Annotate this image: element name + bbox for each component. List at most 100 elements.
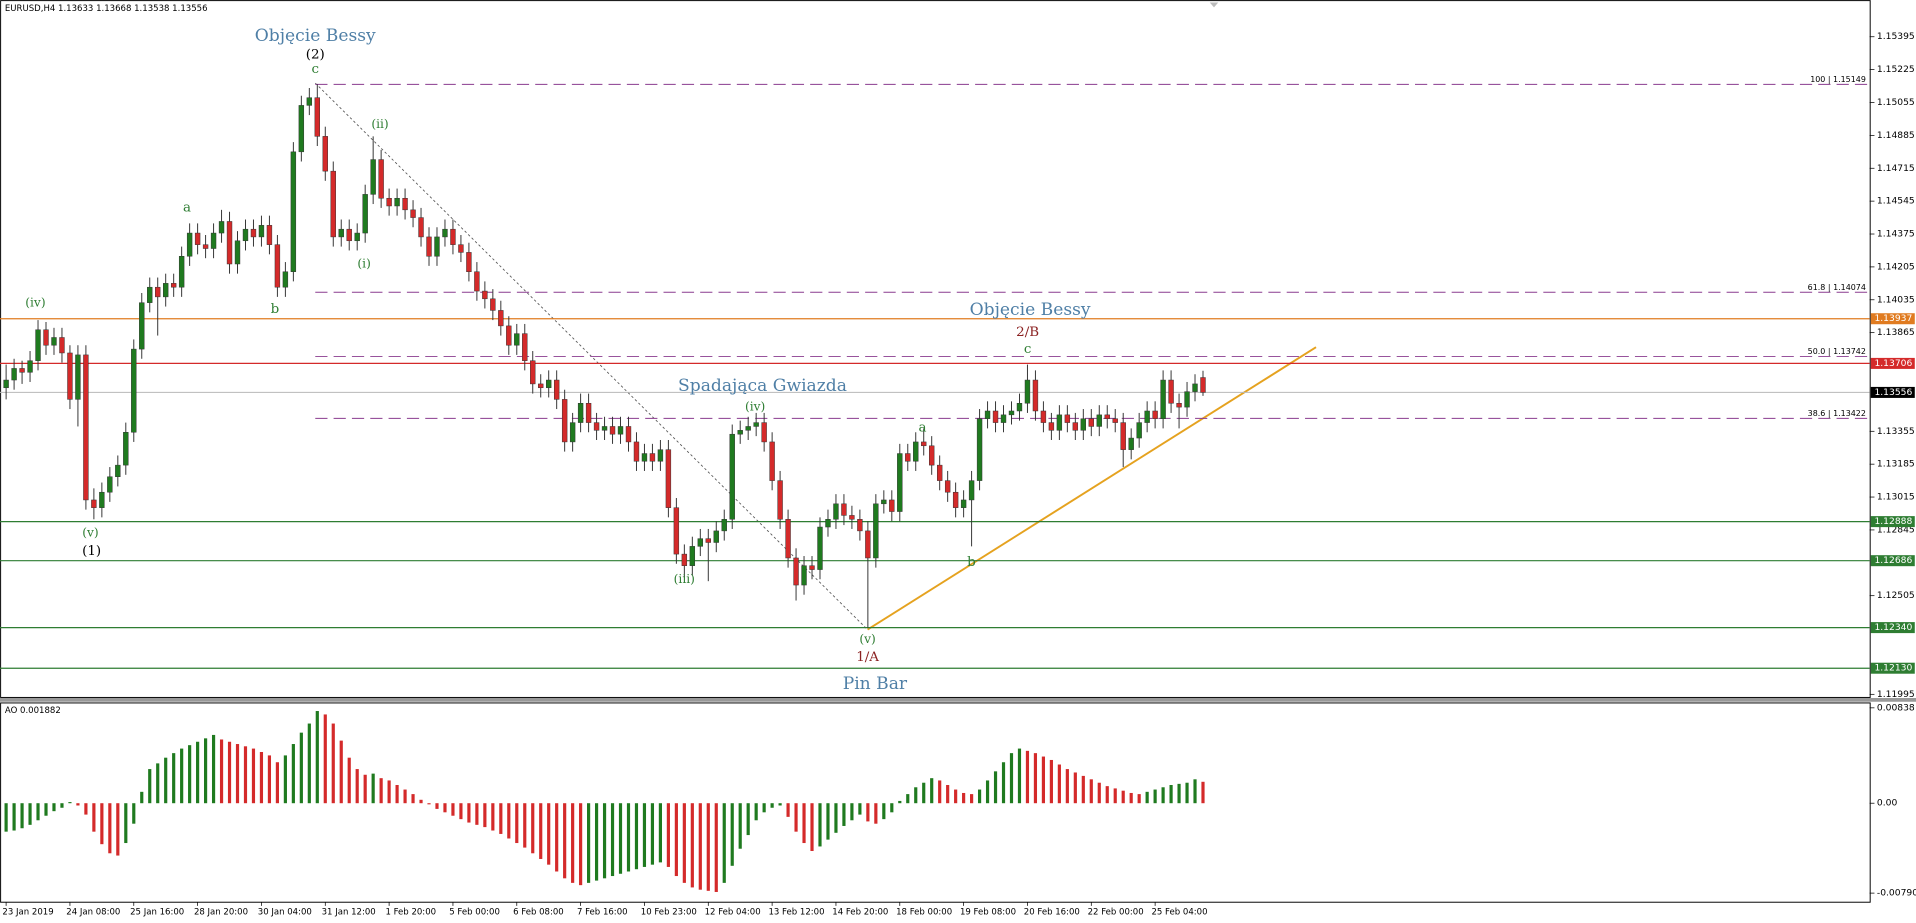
candle-body [657, 449, 664, 462]
candle-body [194, 232, 201, 245]
candle-body [721, 519, 727, 532]
y-tick-label: 1.12505 [1877, 590, 1915, 601]
ao-bar [100, 803, 104, 845]
ao-bar [331, 723, 335, 804]
ao-bar [204, 738, 208, 804]
ao-bar [156, 763, 160, 804]
x-tick-label: 12 Feb 04:00 [705, 907, 761, 917]
candle-body [1032, 379, 1039, 412]
candle-body [450, 228, 456, 245]
ao-bar [132, 803, 136, 824]
x-tick-label: 7 Feb 16:00 [577, 907, 628, 917]
candle-body [609, 426, 616, 435]
fib-label: 100 | 1.15149 [1810, 75, 1866, 84]
candle-body [298, 105, 305, 153]
ao-bar [371, 773, 375, 804]
price-level-box [1870, 313, 1915, 325]
price-level-box [1870, 516, 1915, 528]
ao-bar [738, 803, 742, 849]
ao-bar [618, 803, 623, 874]
candle-body [1088, 418, 1094, 427]
candle-body [585, 403, 592, 423]
ao-bar [810, 803, 814, 852]
fib-label: 61.8 | 1.14074 [1808, 283, 1866, 292]
candle-body [242, 228, 249, 242]
ao-bar [1145, 791, 1149, 804]
price-level-box [1870, 662, 1915, 674]
price-level-label: 1.13556 [1874, 387, 1912, 398]
x-tick-label: 25 Feb 04:00 [1151, 907, 1207, 917]
ao-bar [1089, 779, 1093, 804]
candle-body [1112, 418, 1118, 423]
ao-bar [12, 803, 16, 831]
price-level-label: 1.12130 [1874, 663, 1912, 674]
ao-bar [108, 803, 112, 854]
annotation: Objęcie Bessy [970, 300, 1091, 320]
y-tick-label: 1.13865 [1877, 327, 1915, 338]
ao-bar [196, 741, 200, 804]
fib-label: 38.6 | 1.13422 [1808, 409, 1866, 418]
candle-body [1184, 391, 1190, 408]
trend-line [867, 346, 1317, 631]
price-level-label: 1.12340 [1874, 622, 1912, 633]
candle-body [976, 418, 983, 481]
ao-bar [1161, 787, 1165, 804]
annotation: (i) [357, 257, 370, 271]
ao-bar [922, 782, 926, 804]
candle-body [569, 422, 576, 443]
candle-body [1040, 410, 1047, 423]
candle-body [689, 546, 696, 566]
ao-bar [427, 803, 431, 805]
candle-body [163, 283, 169, 298]
ao-bar [547, 803, 551, 865]
candle-body [952, 491, 959, 508]
candle-body [1192, 383, 1198, 392]
candle-body [330, 170, 336, 238]
price-level-label: 1.13706 [1874, 358, 1912, 369]
candle-body [322, 136, 328, 172]
ao-bar [762, 803, 766, 813]
price-level-label: 1.13937 [1874, 313, 1912, 324]
ao-bar [1153, 789, 1157, 804]
candle-body [234, 240, 241, 265]
candle-body [282, 271, 289, 288]
annotation: (v) [82, 526, 98, 540]
candle-body [705, 538, 711, 543]
ao-bar [674, 803, 678, 877]
ao-bar [1049, 759, 1053, 804]
candle-body [1072, 422, 1079, 431]
y-tick-label: 1.14375 [1877, 229, 1915, 240]
ao-bar [435, 803, 439, 809]
candle-body [266, 225, 273, 245]
ao-bar [475, 803, 479, 825]
y-tick-label: 1.14035 [1877, 294, 1915, 305]
ao-bar [730, 803, 734, 866]
candle-body [442, 228, 448, 238]
ao-bar [36, 803, 40, 821]
candle-body [921, 441, 927, 447]
candle-body [354, 232, 360, 242]
candle-body [785, 519, 791, 559]
ao-bar [898, 800, 902, 804]
candle-body [801, 565, 807, 586]
x-tick-label: 10 Feb 23:00 [641, 907, 697, 917]
candle-body [793, 557, 799, 586]
ao-bar [882, 803, 886, 820]
ao-bar [1177, 783, 1181, 804]
candle-body [1016, 403, 1023, 412]
ao-bar [211, 734, 216, 804]
candle-body [713, 530, 719, 543]
candle-body [841, 503, 847, 516]
annotation: b [967, 555, 976, 570]
ao-bar [251, 748, 256, 804]
candle-body [857, 519, 863, 532]
candle-body [1056, 414, 1063, 431]
x-tick-label: 22 Feb 00:00 [1088, 907, 1144, 917]
ao-bar [52, 803, 56, 812]
ao-bar [523, 803, 527, 848]
annotation: c [311, 62, 319, 77]
ao-bar [387, 780, 391, 804]
price-level-box [1870, 386, 1915, 398]
y-tick-label: 1.13355 [1877, 426, 1915, 437]
candle-body [1144, 410, 1150, 423]
